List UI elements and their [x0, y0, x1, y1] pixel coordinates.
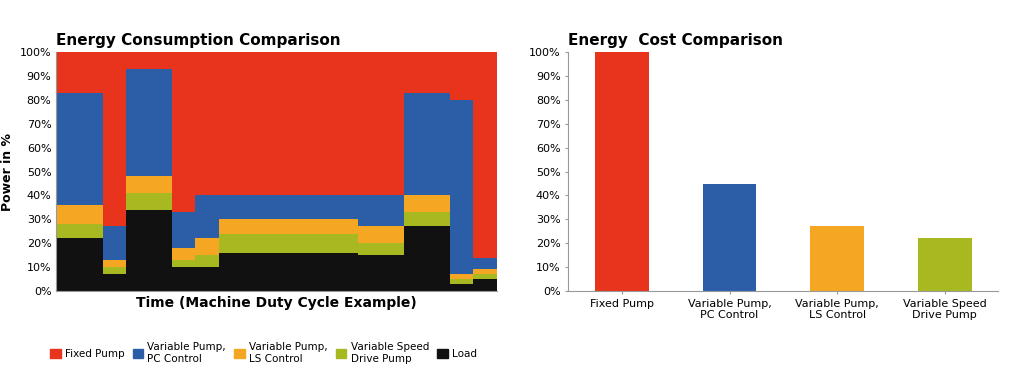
- Bar: [335, 52, 357, 195]
- Bar: [56, 238, 102, 291]
- Bar: [56, 224, 102, 238]
- Bar: [451, 279, 473, 284]
- Bar: [196, 195, 218, 238]
- Bar: [196, 255, 218, 267]
- Bar: [102, 274, 126, 291]
- Bar: [218, 253, 311, 291]
- Y-axis label: Power in %: Power in %: [1, 132, 14, 211]
- Bar: [56, 205, 102, 224]
- Bar: [126, 193, 172, 210]
- Bar: [335, 219, 357, 233]
- Bar: [172, 52, 196, 212]
- Bar: [403, 195, 451, 212]
- Bar: [473, 269, 497, 274]
- Bar: [172, 212, 196, 248]
- Bar: [403, 93, 451, 195]
- Bar: [56, 93, 102, 205]
- Text: Energy  Cost Comparison: Energy Cost Comparison: [568, 33, 783, 48]
- Bar: [126, 210, 172, 291]
- Bar: [311, 219, 335, 233]
- Bar: [451, 100, 473, 274]
- Bar: [102, 260, 126, 267]
- Bar: [473, 274, 497, 279]
- Bar: [403, 226, 451, 291]
- Bar: [451, 52, 473, 100]
- Bar: [473, 279, 497, 291]
- Bar: [196, 267, 218, 291]
- Bar: [918, 238, 972, 291]
- Bar: [126, 176, 172, 193]
- Bar: [311, 52, 335, 195]
- Bar: [403, 212, 451, 226]
- Bar: [102, 226, 126, 260]
- Bar: [473, 257, 497, 269]
- Bar: [311, 253, 335, 291]
- Bar: [357, 195, 403, 226]
- Bar: [56, 52, 102, 93]
- Bar: [218, 233, 311, 253]
- Bar: [335, 233, 357, 253]
- Bar: [473, 52, 497, 257]
- Bar: [172, 260, 196, 267]
- Bar: [196, 238, 218, 255]
- Bar: [126, 52, 172, 69]
- Bar: [218, 219, 311, 233]
- Bar: [595, 52, 649, 291]
- Bar: [218, 195, 311, 219]
- Bar: [451, 274, 473, 279]
- X-axis label: Time (Machine Duty Cycle Example): Time (Machine Duty Cycle Example): [136, 297, 417, 310]
- Bar: [357, 52, 403, 195]
- Bar: [335, 195, 357, 219]
- Bar: [311, 233, 335, 253]
- Bar: [172, 267, 196, 291]
- Bar: [311, 195, 335, 219]
- Bar: [451, 284, 473, 291]
- Bar: [102, 267, 126, 274]
- Text: Energy Consumption Comparison: Energy Consumption Comparison: [56, 33, 341, 48]
- Bar: [810, 226, 864, 291]
- Bar: [702, 184, 757, 291]
- Bar: [357, 226, 403, 243]
- Bar: [335, 253, 357, 291]
- Bar: [357, 243, 403, 255]
- Bar: [403, 52, 451, 93]
- Bar: [126, 69, 172, 176]
- Bar: [196, 52, 218, 195]
- Legend: Fixed Pump, Variable Pump,
PC Control, Variable Pump,
LS Control, Variable Speed: Fixed Pump, Variable Pump, PC Control, V…: [46, 338, 481, 368]
- Bar: [102, 52, 126, 226]
- Bar: [172, 248, 196, 260]
- Bar: [357, 255, 403, 291]
- Bar: [218, 52, 311, 195]
